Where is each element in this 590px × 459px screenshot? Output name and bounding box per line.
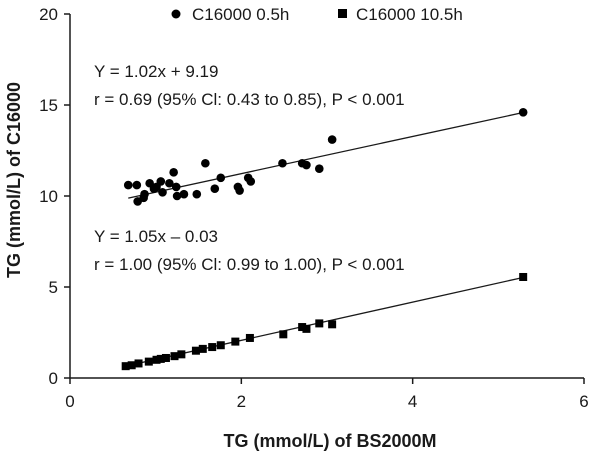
point-10-5h	[208, 343, 217, 352]
y-tick-label: 0	[49, 369, 58, 388]
legend-label-10-5h: C16000 10.5h	[356, 5, 463, 24]
point-10-5h	[152, 355, 161, 364]
y-tick-label: 5	[49, 278, 58, 297]
point-0-5h	[246, 177, 256, 186]
y-tick-label: 15	[39, 96, 58, 115]
data-points	[121, 107, 528, 371]
x-tick-label: 0	[65, 392, 74, 411]
point-10-5h	[315, 319, 324, 328]
point-10-5h	[519, 272, 528, 281]
point-0-5h	[171, 182, 181, 192]
point-0-5h	[165, 178, 174, 188]
point-0-5h	[158, 188, 167, 197]
point-0-5h	[179, 189, 189, 199]
point-0-5h	[327, 135, 337, 144]
legend-label-0-5h: C16000 0.5h	[192, 5, 289, 24]
point-10-5h	[231, 337, 240, 346]
point-0-5h	[169, 168, 178, 177]
point-0-5h	[210, 184, 220, 194]
regression-line-0-5h	[128, 111, 524, 199]
point-0-5h	[235, 186, 244, 195]
point-10-5h	[156, 354, 165, 363]
point-10-5h	[198, 344, 207, 353]
point-0-5h	[314, 164, 324, 173]
point-10-5h	[127, 361, 136, 370]
x-tick-label: 6	[579, 392, 588, 411]
correlation-stat-10-5h: r = 1.00 (95% Cl: 0.99 to 1.00), P < 0.0…	[94, 255, 405, 274]
point-10-5h	[328, 320, 337, 329]
point-0-5h	[216, 173, 226, 183]
point-0-5h	[278, 158, 287, 168]
point-10-5h	[144, 357, 153, 366]
point-0-5h	[192, 189, 202, 199]
point-0-5h	[123, 180, 133, 190]
point-0-5h	[302, 160, 311, 170]
point-0-5h	[156, 177, 166, 186]
point-10-5h	[298, 323, 307, 332]
point-10-5h	[302, 324, 311, 333]
x-ticks: 0 2 4 6	[65, 378, 589, 411]
point-0-5h	[132, 180, 142, 190]
point-10-5h	[216, 341, 225, 350]
point-10-5h	[245, 333, 254, 342]
point-10-5h	[161, 353, 170, 362]
point-10-5h	[134, 359, 143, 368]
point-0-5h	[201, 158, 210, 168]
point-0-5h	[518, 107, 528, 117]
correlation-stat-0-5h: r = 0.69 (95% Cl: 0.43 to 0.85), P < 0.0…	[94, 90, 405, 109]
y-axis-title: TG (mmol/L) of C16000	[4, 82, 24, 278]
point-0-5h	[172, 191, 182, 201]
regression-equation-10-5h: Y = 1.05x – 0.03	[94, 227, 218, 246]
x-tick-label: 2	[237, 392, 246, 411]
point-10-5h	[121, 362, 130, 371]
point-10-5h	[170, 352, 179, 361]
x-axis-title: TG (mmol/L) of BS2000M	[223, 431, 436, 451]
y-tick-label: 10	[39, 187, 58, 206]
legend: C16000 0.5h C16000 10.5h	[171, 5, 463, 24]
legend-marker-circle	[171, 9, 181, 19]
point-10-5h	[177, 350, 186, 359]
x-tick-label: 4	[408, 392, 417, 411]
y-ticks: 0 5 10 15 20	[39, 5, 70, 388]
y-tick-label: 20	[39, 5, 58, 24]
legend-marker-square	[338, 9, 347, 18]
point-0-5h	[139, 193, 148, 203]
point-10-5h	[279, 330, 288, 339]
regression-equation-0-5h: Y = 1.02x + 9.19	[94, 62, 218, 81]
point-10-5h	[191, 346, 200, 355]
